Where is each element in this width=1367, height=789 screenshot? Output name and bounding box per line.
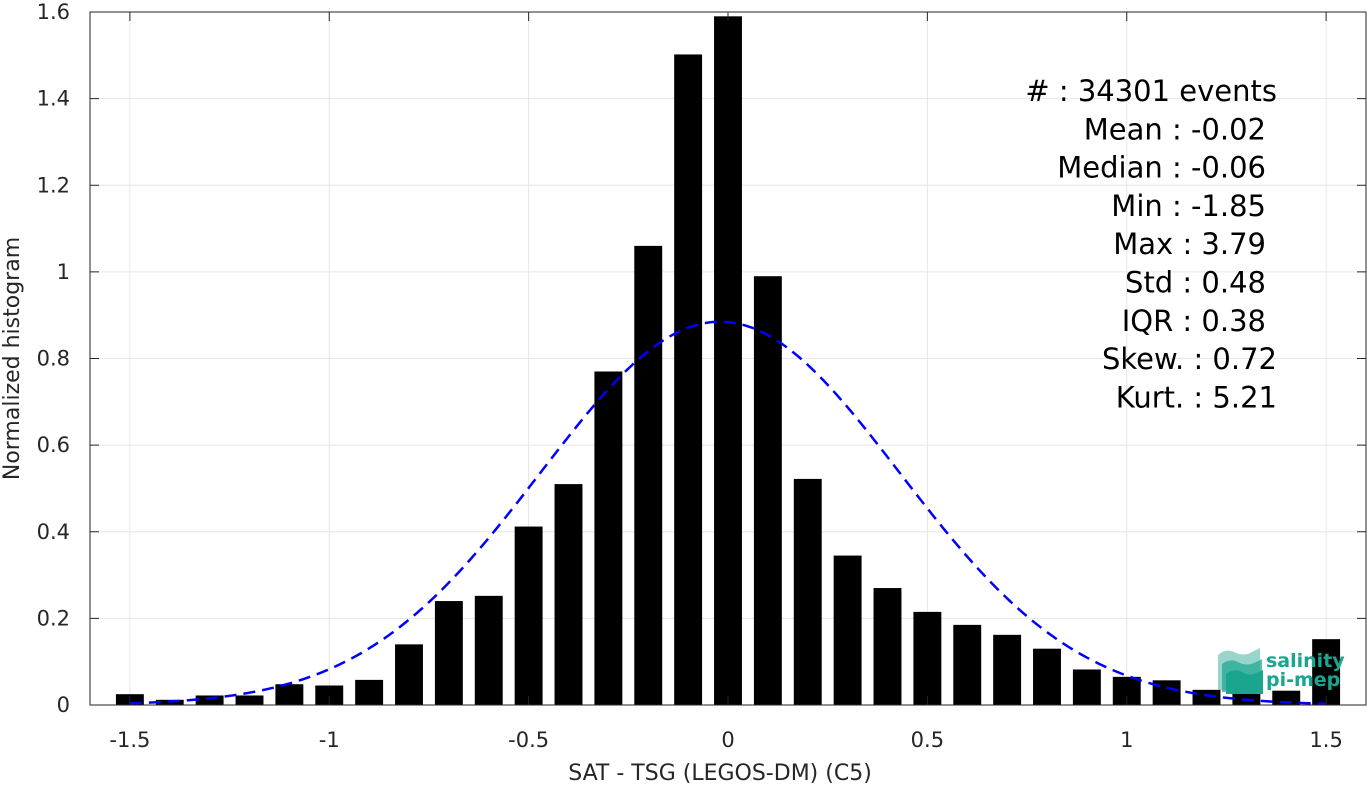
x-tick-label: 1 [1120, 728, 1133, 752]
histogram-bar [514, 526, 543, 705]
y-tick-label: 0 [57, 693, 70, 717]
histogram-bar [1312, 639, 1341, 705]
y-tick-label: 1.2 [37, 173, 70, 197]
x-tick-label: 1.5 [1309, 728, 1342, 752]
histogram-bar [355, 679, 384, 705]
histogram-bars [115, 16, 1341, 706]
x-tick-label: 0.5 [911, 728, 944, 752]
x-tick-label: -1 [319, 728, 340, 752]
histogram-bar [395, 644, 423, 705]
histogram-bar [634, 245, 663, 705]
logo-text-pimep: pi-mep [1266, 669, 1340, 691]
gaussian-fit [129, 320, 1327, 705]
histogram-bar [833, 555, 862, 705]
y-tick-label: 0.8 [37, 347, 70, 371]
logo-text-salinity: salinity [1266, 650, 1345, 672]
x-tick-label: 0 [721, 728, 734, 752]
histogram-bar [1192, 689, 1221, 705]
histogram-bar [1072, 669, 1101, 705]
x-tick-label: -0.5 [508, 728, 549, 752]
histogram-bar [913, 611, 942, 705]
histogram-bar [1272, 690, 1301, 705]
y-tick-label: 0.6 [37, 433, 70, 457]
y-tick-label: 1 [57, 260, 70, 284]
histogram-bar [993, 634, 1022, 705]
stats-line: Skew. : 0.72 [1102, 342, 1277, 376]
histogram-bar [753, 276, 782, 705]
histogram-bar [275, 684, 304, 705]
histogram-bar [793, 478, 822, 705]
histogram-bar [235, 695, 264, 705]
y-tick-label: 1.4 [37, 87, 70, 111]
logo-wave-front [1226, 670, 1263, 694]
y-tick-label: 0.2 [37, 606, 70, 630]
stats-line: Mean : -0.02 [1084, 112, 1266, 146]
histogram-bar [554, 484, 583, 705]
stats-box: # : 34301 events Mean : -0.02 Median : -0.… [1025, 74, 1277, 414]
histogram-bar [1033, 648, 1061, 705]
histogram-bar [315, 685, 344, 705]
histogram-bar [873, 588, 902, 705]
histogram-bar [434, 601, 463, 705]
fit-curve-line [129, 320, 1327, 705]
x-axis-title: SAT - TSG (LEGOS-DM) (C5) [568, 761, 872, 785]
histogram-bar [474, 595, 503, 705]
histogram-bar [674, 54, 703, 706]
x-tick-label: -1.5 [109, 728, 150, 752]
stats-line: Median : -0.06 [1057, 151, 1266, 185]
y-axis-title: Normalized histogram [0, 237, 25, 480]
stats-line: # : 34301 events [1025, 74, 1277, 108]
stats-line: Std : 0.48 [1125, 266, 1266, 300]
histogram-bar [714, 16, 742, 706]
histogram-bar [195, 695, 224, 705]
y-tick-label: 1.6 [37, 0, 70, 24]
y-tick-label: 0.4 [37, 520, 70, 544]
stats-line: Max : 3.79 [1113, 227, 1266, 261]
stats-line: Kurt. : 5.21 [1116, 380, 1277, 414]
histogram-bar [594, 371, 623, 705]
histogram-bar [953, 624, 982, 705]
stats-line: IQR : 0.38 [1122, 304, 1266, 338]
stats-line: Min : -1.85 [1111, 189, 1266, 223]
